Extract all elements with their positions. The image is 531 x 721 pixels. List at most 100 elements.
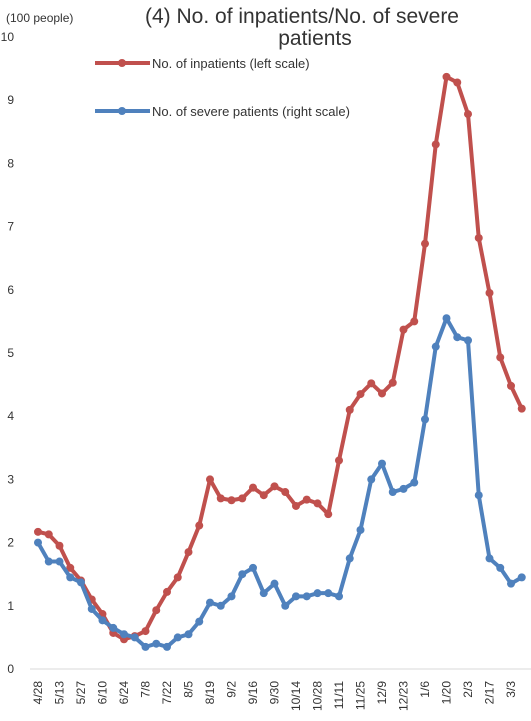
data-point: [496, 563, 505, 572]
data-point: [474, 491, 483, 500]
data-point: [109, 623, 118, 632]
data-point: [453, 78, 462, 87]
y-tick-label: 10: [1, 30, 15, 44]
data-point: [324, 589, 333, 598]
data-point: [431, 140, 440, 149]
data-point: [292, 501, 300, 510]
series-line-1: [36, 316, 523, 649]
legend-marker-inpatients: [118, 59, 126, 67]
y-tick-label: 3: [7, 472, 14, 486]
data-point: [335, 456, 343, 465]
data-point: [152, 606, 161, 615]
data-point: [173, 573, 182, 582]
data-point: [163, 642, 171, 651]
data-point: [485, 554, 494, 563]
data-point: [410, 317, 419, 326]
data-point: [206, 598, 214, 607]
data-point: [184, 548, 193, 557]
data-point: [184, 630, 193, 639]
data-point: [453, 333, 462, 342]
data-point: [270, 482, 279, 491]
data-point: [34, 527, 42, 536]
x-tick-label: 2/3: [461, 681, 475, 698]
data-point: [66, 573, 75, 582]
x-tick-label: 7/22: [160, 681, 174, 705]
data-point: [496, 353, 505, 362]
data-point: [388, 378, 397, 387]
data-point: [259, 491, 268, 500]
data-point: [302, 495, 311, 504]
data-point: [378, 389, 386, 398]
data-point: [227, 496, 236, 505]
data-point: [281, 601, 290, 610]
y-tick-label: 6: [7, 283, 14, 297]
data-point: [378, 459, 386, 468]
x-tick-label: 9/16: [246, 681, 260, 705]
data-point: [313, 499, 322, 508]
legend-label-severe: No. of severe patients (right scale): [152, 104, 350, 119]
data-point: [238, 494, 247, 503]
data-point: [517, 573, 526, 582]
data-point: [163, 587, 171, 596]
y-tick-label: 0: [7, 662, 14, 676]
x-tick-label: 9/2: [225, 681, 239, 698]
data-point: [388, 488, 397, 497]
data-point: [195, 617, 204, 626]
data-point: [281, 488, 290, 497]
x-tick-label: 3/3: [504, 681, 518, 698]
data-point: [367, 379, 376, 388]
data-point: [507, 381, 515, 390]
data-point: [324, 510, 333, 519]
data-point: [206, 475, 214, 484]
data-point: [345, 405, 354, 414]
chart-title-line-2: patients: [278, 27, 352, 50]
data-point: [421, 415, 429, 424]
x-tick-label: 9/30: [268, 681, 282, 705]
data-point: [464, 336, 472, 345]
data-point: [517, 404, 526, 413]
y-tick-label: 5: [7, 346, 14, 360]
data-point: [410, 478, 419, 487]
x-tick-label: 10/28: [311, 681, 325, 711]
data-point: [485, 288, 494, 297]
data-point: [356, 390, 365, 399]
data-point: [238, 570, 247, 579]
y-tick-label: 7: [7, 220, 14, 234]
x-tick-label: 12/23: [397, 681, 411, 711]
series-line-0: [37, 74, 524, 642]
data-point: [152, 639, 161, 648]
data-point: [141, 627, 150, 636]
y-tick-label: 8: [7, 156, 14, 170]
data-point: [55, 557, 64, 566]
data-point: [507, 579, 515, 588]
data-point: [173, 633, 182, 642]
data-point: [98, 616, 107, 625]
x-tick-label: 8/19: [203, 681, 217, 705]
data-point: [259, 589, 268, 598]
data-point: [335, 592, 343, 601]
data-point: [313, 589, 322, 598]
data-point: [66, 563, 75, 572]
x-tick-label: 4/28: [31, 681, 45, 705]
x-tick-label: 11/11: [332, 681, 346, 710]
data-point: [55, 541, 64, 550]
x-tick-label: 7/8: [139, 681, 153, 698]
data-point: [399, 484, 408, 493]
data-point: [356, 525, 365, 534]
x-tick-label: 12/9: [375, 681, 389, 705]
data-point: [464, 110, 472, 119]
data-point: [292, 592, 300, 601]
x-tick-label: 5/13: [53, 681, 67, 705]
data-point: [442, 72, 451, 81]
data-point: [216, 494, 225, 503]
data-point: [87, 604, 96, 613]
data-point: [442, 314, 451, 323]
data-point: [216, 601, 225, 610]
data-point: [421, 239, 429, 248]
data-point: [130, 633, 139, 642]
x-tick-label: 1/20: [440, 681, 454, 705]
x-tick-label: 11/25: [354, 681, 368, 710]
data-point: [474, 233, 483, 242]
data-point: [44, 557, 53, 566]
x-tick-label: 10/14: [289, 681, 303, 711]
